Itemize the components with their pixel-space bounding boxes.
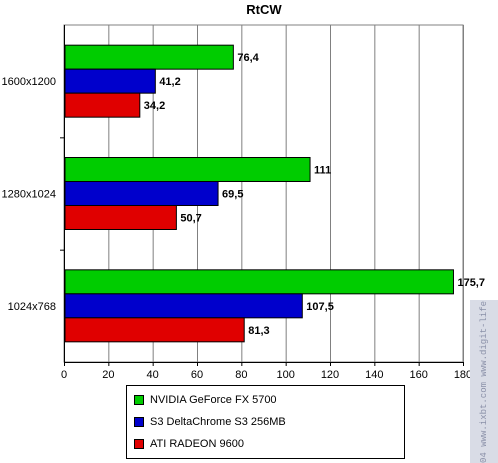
x-tick-label: 140 — [365, 369, 383, 381]
x-tick-label: 120 — [321, 369, 339, 381]
watermark: © 2004 www.ixbt.com www.digit-life.com — [470, 300, 498, 463]
x-tick-label: 160 — [409, 369, 427, 381]
legend-swatch — [134, 417, 144, 427]
data-label: 69,5 — [222, 189, 243, 201]
bar — [64, 181, 219, 206]
category-label: 1280x1024 — [2, 189, 56, 201]
data-label: 34,2 — [144, 100, 165, 112]
x-tick-label: 0 — [61, 369, 67, 381]
bar — [64, 269, 454, 295]
data-label: 41,2 — [159, 76, 180, 88]
bar — [64, 293, 303, 319]
data-label: 81,3 — [248, 325, 269, 337]
category-label: 1600x1200 — [2, 76, 56, 88]
legend-swatch — [134, 439, 144, 449]
x-tick-label: 80 — [235, 369, 247, 381]
legend-label: NVIDIA GeForce FX 5700 — [150, 394, 277, 406]
legend-item-nvidia: NVIDIA GeForce FX 5700 — [134, 392, 277, 408]
legend-label: S3 DeltaChrome S3 256MB — [150, 416, 286, 428]
bar — [64, 44, 234, 70]
bar — [64, 205, 177, 230]
bar — [64, 157, 311, 182]
x-tick-label: 20 — [102, 369, 114, 381]
legend-swatch — [134, 395, 144, 405]
x-tick-label: 60 — [191, 369, 203, 381]
x-tick-label: 100 — [276, 369, 294, 381]
data-label: 111 — [314, 165, 331, 177]
data-label: 175,7 — [457, 277, 485, 289]
legend-label: ATI RADEON 9600 — [150, 438, 244, 450]
data-label: 50,7 — [180, 213, 201, 225]
data-label: 107,5 — [306, 301, 334, 313]
watermark-text: © 2004 www.ixbt.com www.digit-life.com — [479, 300, 489, 463]
x-tick-label: 40 — [147, 369, 159, 381]
bar — [64, 92, 141, 118]
legend-item-s3: S3 DeltaChrome S3 256MB — [134, 414, 286, 430]
x-tick-label: 180 — [454, 369, 472, 381]
legend: NVIDIA GeForce FX 5700 S3 DeltaChrome S3… — [126, 385, 405, 459]
category-label: 1024x768 — [8, 301, 56, 313]
bar — [64, 317, 245, 343]
bar — [64, 68, 156, 94]
data-label: 76,4 — [237, 52, 259, 64]
legend-item-ati: ATI RADEON 9600 — [134, 436, 244, 452]
chart-title: RtCW — [246, 2, 282, 17]
